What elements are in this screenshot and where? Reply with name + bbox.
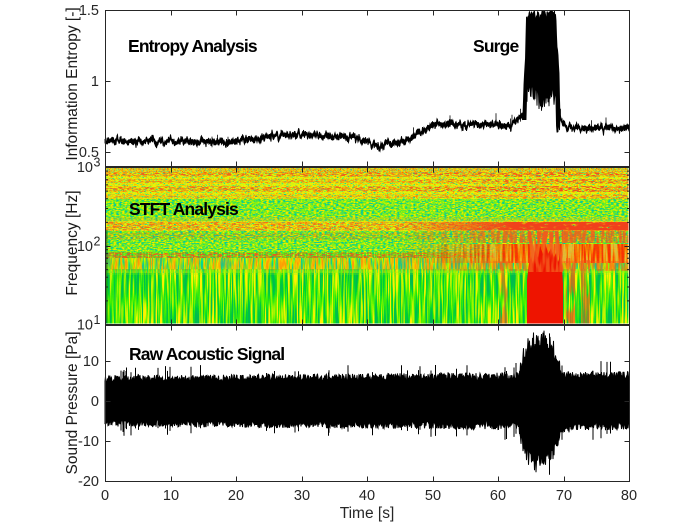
svg-text:Frequency [Hz]: Frequency [Hz] <box>64 190 81 295</box>
svg-text:Information Entropy [-]: Information Entropy [-] <box>64 7 81 160</box>
svg-text:1: 1 <box>91 74 99 90</box>
svg-text:2: 2 <box>94 235 101 249</box>
svg-text:Surge: Surge <box>473 36 519 56</box>
svg-text:1.5: 1.5 <box>79 3 99 19</box>
svg-text:Raw Acoustic Signal: Raw Acoustic Signal <box>129 344 284 364</box>
svg-text:-20: -20 <box>78 474 99 490</box>
svg-text:0.5: 0.5 <box>79 145 99 161</box>
svg-text:30: 30 <box>294 488 310 504</box>
svg-text:0: 0 <box>91 394 99 410</box>
svg-text:20: 20 <box>228 488 244 504</box>
svg-text:80: 80 <box>621 488 637 504</box>
svg-text:60: 60 <box>490 488 506 504</box>
svg-text:50: 50 <box>425 488 441 504</box>
svg-text:70: 70 <box>556 488 572 504</box>
svg-text:40: 40 <box>359 488 375 504</box>
svg-text:10: 10 <box>83 354 99 370</box>
svg-text:3: 3 <box>94 156 101 170</box>
svg-text:10: 10 <box>77 239 93 255</box>
svg-text:10: 10 <box>77 160 93 176</box>
svg-text:Time [s]: Time [s] <box>340 505 395 522</box>
svg-text:-10: -10 <box>78 434 99 450</box>
svg-text:0: 0 <box>101 488 109 504</box>
svg-text:Sound Pressure [Pa]: Sound Pressure [Pa] <box>64 331 81 474</box>
svg-text:STFT Analysis: STFT Analysis <box>129 199 239 219</box>
svg-text:Entropy Analysis: Entropy Analysis <box>128 36 258 56</box>
svg-text:10: 10 <box>77 318 93 334</box>
svg-text:1: 1 <box>94 313 101 327</box>
svg-text:10: 10 <box>163 488 179 504</box>
